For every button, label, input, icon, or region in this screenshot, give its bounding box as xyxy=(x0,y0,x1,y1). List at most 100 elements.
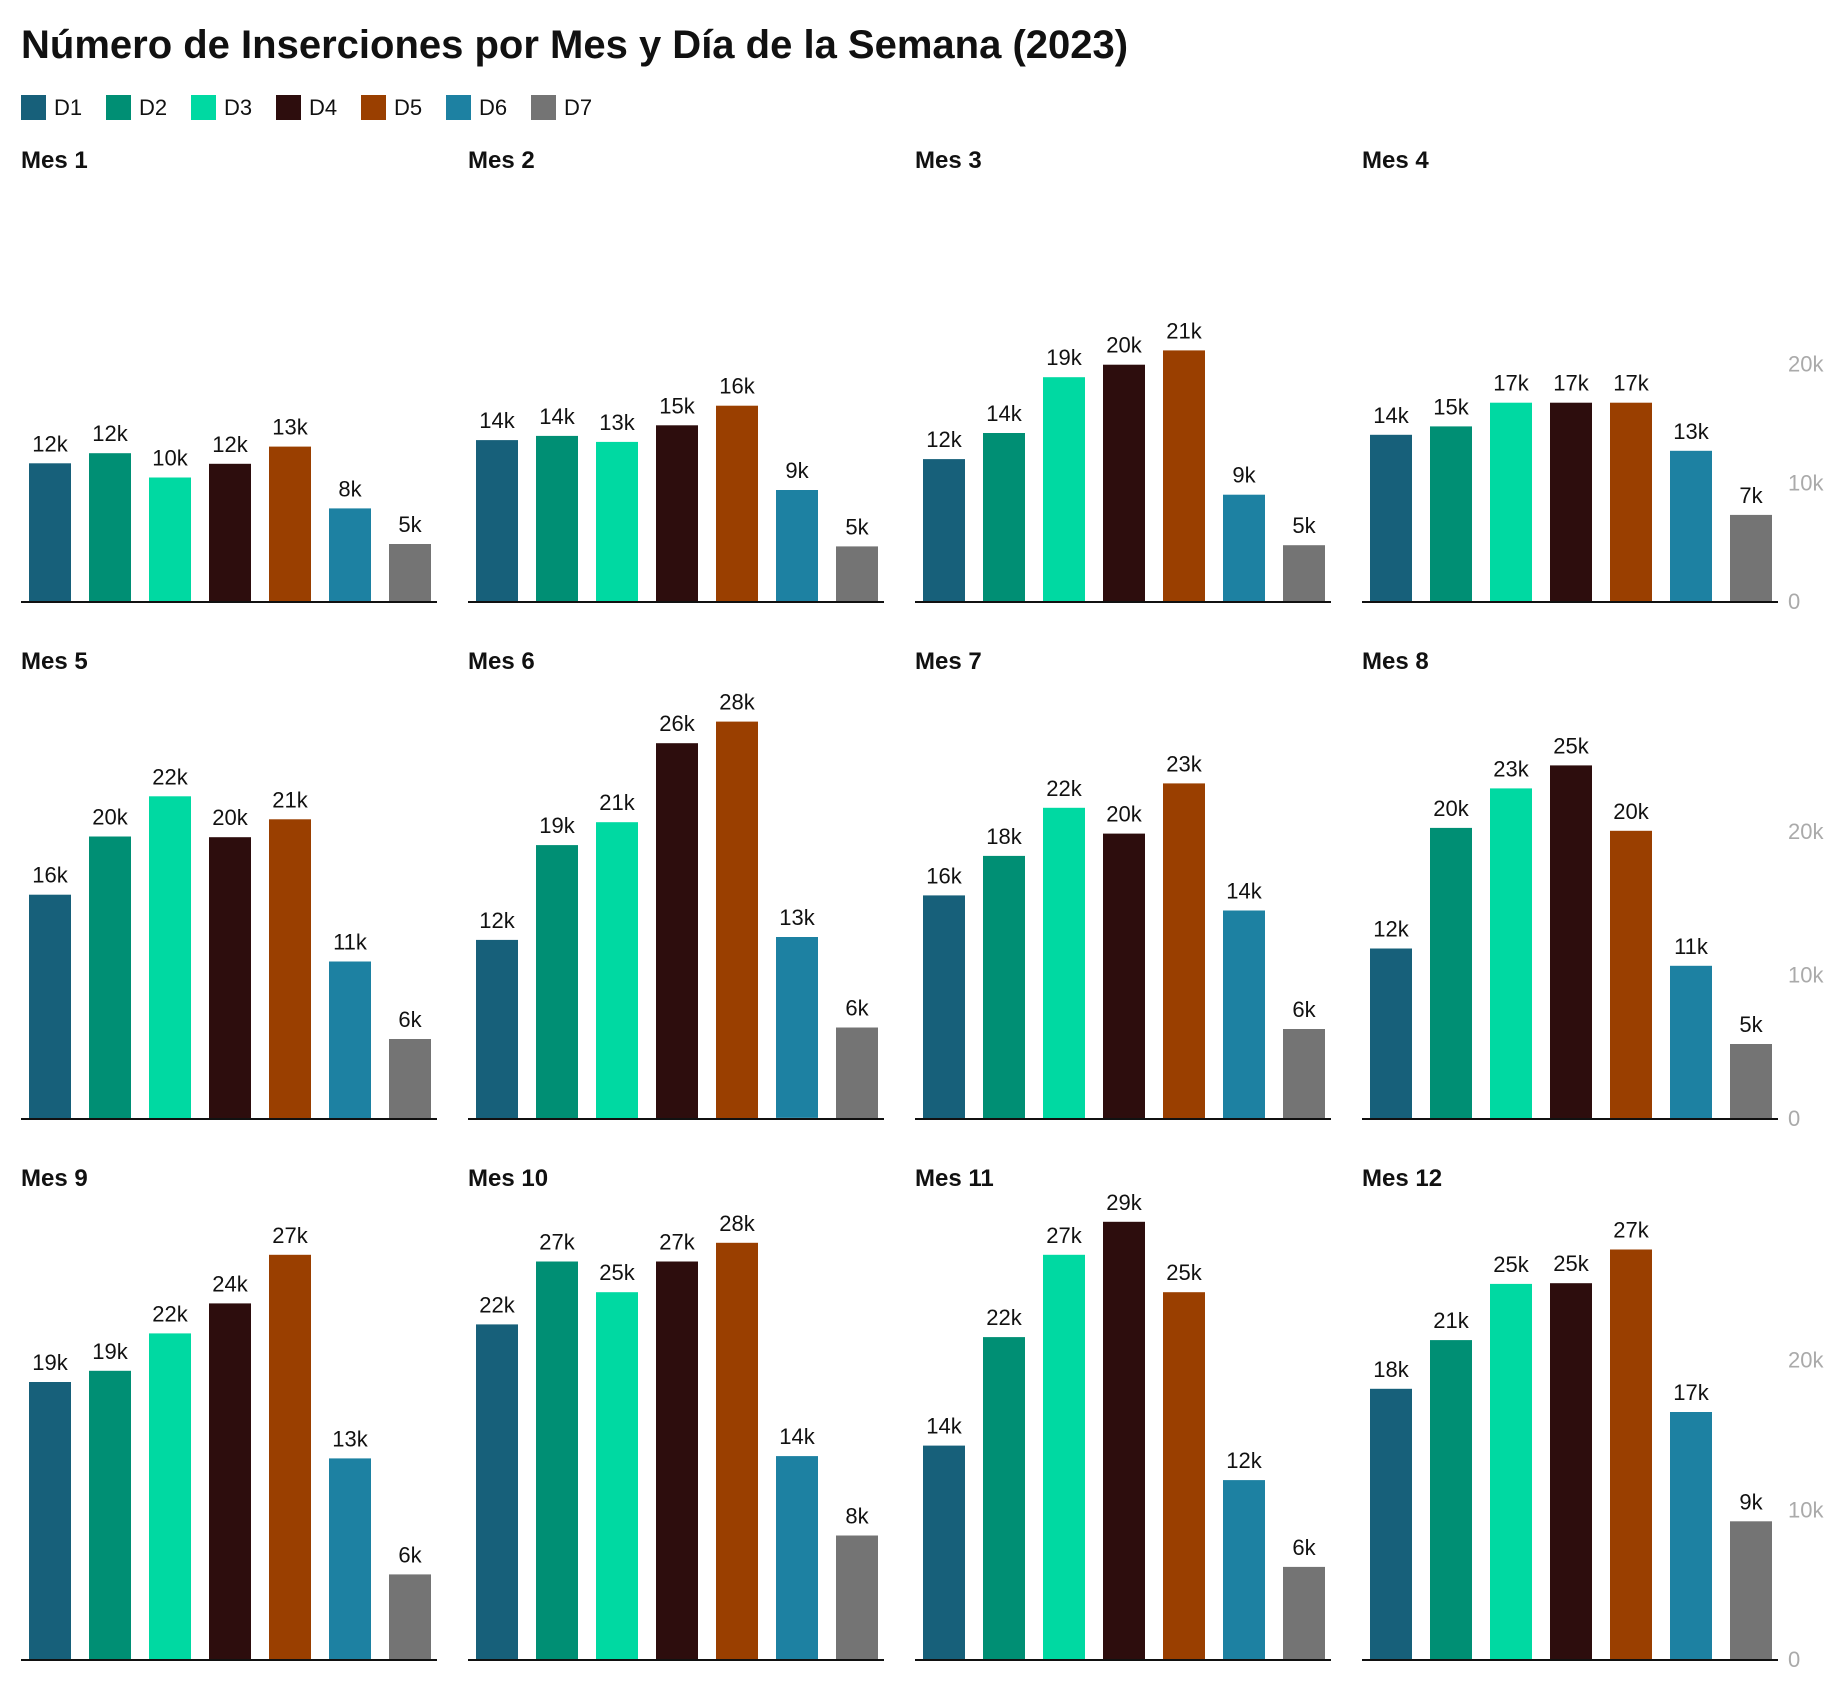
bar-d2 xyxy=(1430,426,1472,601)
bar-value-label: 16k xyxy=(719,374,755,399)
bar-d4 xyxy=(656,425,698,602)
bar-d1 xyxy=(476,1324,518,1659)
panel-3: Mes 3 12k 14k 19k 20k 21k 9k 5k xyxy=(915,147,1331,603)
bar-d1 xyxy=(923,459,965,601)
legend-swatch-d3 xyxy=(191,95,216,120)
bar-value-label: 12k xyxy=(32,431,68,456)
bar-value-label: 10k xyxy=(152,446,188,471)
bar-value-label: 20k xyxy=(92,805,128,830)
bar-d6 xyxy=(329,508,371,601)
bar-value-label: 13k xyxy=(272,415,308,440)
panel-title: Mes 1 xyxy=(21,147,88,174)
bar-value-label: 20k xyxy=(1106,333,1142,358)
bar-d3 xyxy=(1490,788,1532,1118)
bar-value-label: 21k xyxy=(272,787,308,812)
bar-value-label: 7k xyxy=(1739,483,1763,508)
bar-value-label: 23k xyxy=(1166,751,1202,776)
panel-title: Mes 2 xyxy=(468,147,535,174)
bar-d2 xyxy=(536,845,578,1118)
bar-d1 xyxy=(1370,1388,1412,1659)
bar-value-label: 6k xyxy=(845,996,869,1021)
bar-d5 xyxy=(269,819,311,1118)
legend-label-d4: D4 xyxy=(309,95,337,120)
y-tick-label: 20k xyxy=(1788,1348,1824,1373)
bar-d7 xyxy=(389,1574,431,1659)
bar-value-label: 12k xyxy=(479,908,515,933)
bar-d3 xyxy=(149,796,191,1118)
bar-d4 xyxy=(1550,765,1592,1118)
panel-title: Mes 4 xyxy=(1362,147,1429,174)
bar-d6 xyxy=(776,937,818,1118)
bar-value-label: 20k xyxy=(1613,799,1649,824)
bar-value-label: 5k xyxy=(845,514,869,539)
bar-value-label: 27k xyxy=(539,1230,575,1255)
bar-d5 xyxy=(1610,402,1652,601)
bar-value-label: 27k xyxy=(1613,1218,1649,1243)
bar-d1 xyxy=(476,440,518,601)
bar-value-label: 28k xyxy=(719,690,755,715)
bar-value-label: 12k xyxy=(926,427,962,452)
bar-d7 xyxy=(1730,1521,1772,1659)
bar-value-label: 12k xyxy=(1373,917,1409,942)
panel-title: Mes 12 xyxy=(1362,1165,1442,1192)
bar-value-label: 27k xyxy=(659,1230,695,1255)
panel-5: Mes 5 16k 20k 22k 20k 21k 11k 6k xyxy=(21,648,437,1120)
panel-title: Mes 8 xyxy=(1362,648,1429,675)
bar-d5 xyxy=(716,405,758,601)
legend-label-d1: D1 xyxy=(54,95,82,120)
bar-value-label: 14k xyxy=(539,404,575,429)
bar-value-label: 22k xyxy=(1046,776,1082,801)
bar-value-label: 5k xyxy=(1292,513,1316,538)
bar-d4 xyxy=(656,743,698,1118)
legend-swatch-d5 xyxy=(361,95,386,120)
bar-d3 xyxy=(596,822,638,1118)
bar-d5 xyxy=(1610,830,1652,1118)
bar-value-label: 27k xyxy=(272,1223,308,1248)
panels-grid: Mes 1 12k 12k 10k 12k 13k 8k 5k Mes 2 14k 14k 13k 15… xyxy=(21,147,1824,1672)
bar-d2 xyxy=(983,1337,1025,1659)
bar-value-label: 15k xyxy=(1433,394,1469,419)
bar-d3 xyxy=(149,477,191,601)
bar-d7 xyxy=(836,1535,878,1659)
bar-value-label: 17k xyxy=(1673,1380,1709,1405)
bar-d7 xyxy=(389,544,431,601)
bar-d3 xyxy=(1490,1283,1532,1659)
bar-d4 xyxy=(1103,833,1145,1118)
bar-d3 xyxy=(596,441,638,601)
bar-d3 xyxy=(1490,402,1532,601)
bar-d7 xyxy=(1730,514,1772,601)
bar-value-label: 9k xyxy=(785,458,809,483)
bar-value-label: 6k xyxy=(1292,1535,1316,1560)
bar-value-label: 14k xyxy=(1226,879,1262,904)
panel-title: Mes 3 xyxy=(915,147,982,174)
panel-4: Mes 4 14k 15k 17k 17k 17k 13k 7k 0 10k 20k xyxy=(1362,147,1824,614)
bar-d1 xyxy=(923,1445,965,1659)
bar-d6 xyxy=(1223,494,1265,601)
bar-value-label: 14k xyxy=(986,401,1022,426)
bar-value-label: 19k xyxy=(92,1339,128,1364)
y-tick-label: 0 xyxy=(1788,1106,1800,1131)
panel-6: Mes 6 12k 19k 21k 26k 28k 13k 6k xyxy=(468,648,884,1120)
bar-value-label: 27k xyxy=(1046,1223,1082,1248)
bar-d1 xyxy=(476,939,518,1118)
bar-value-label: 13k xyxy=(779,905,815,930)
bar-d1 xyxy=(29,463,71,602)
bar-value-label: 23k xyxy=(1493,756,1529,781)
bar-d3 xyxy=(149,1333,191,1659)
legend-swatch-d2 xyxy=(106,95,131,120)
bar-d6 xyxy=(1670,1412,1712,1659)
bar-value-label: 19k xyxy=(1046,345,1082,370)
panel-2: Mes 2 14k 14k 13k 15k 16k 9k 5k xyxy=(468,147,884,603)
bar-value-label: 14k xyxy=(479,408,515,433)
bar-d5 xyxy=(1610,1249,1652,1659)
bar-d2 xyxy=(536,1261,578,1659)
bar-d7 xyxy=(836,1027,878,1118)
bar-d7 xyxy=(1283,1029,1325,1118)
bar-value-label: 25k xyxy=(1166,1260,1202,1285)
bar-d3 xyxy=(1043,1254,1085,1660)
bar-d6 xyxy=(1670,965,1712,1118)
bar-d3 xyxy=(1043,807,1085,1118)
legend-label-d2: D2 xyxy=(139,95,167,120)
bar-d2 xyxy=(983,433,1025,601)
